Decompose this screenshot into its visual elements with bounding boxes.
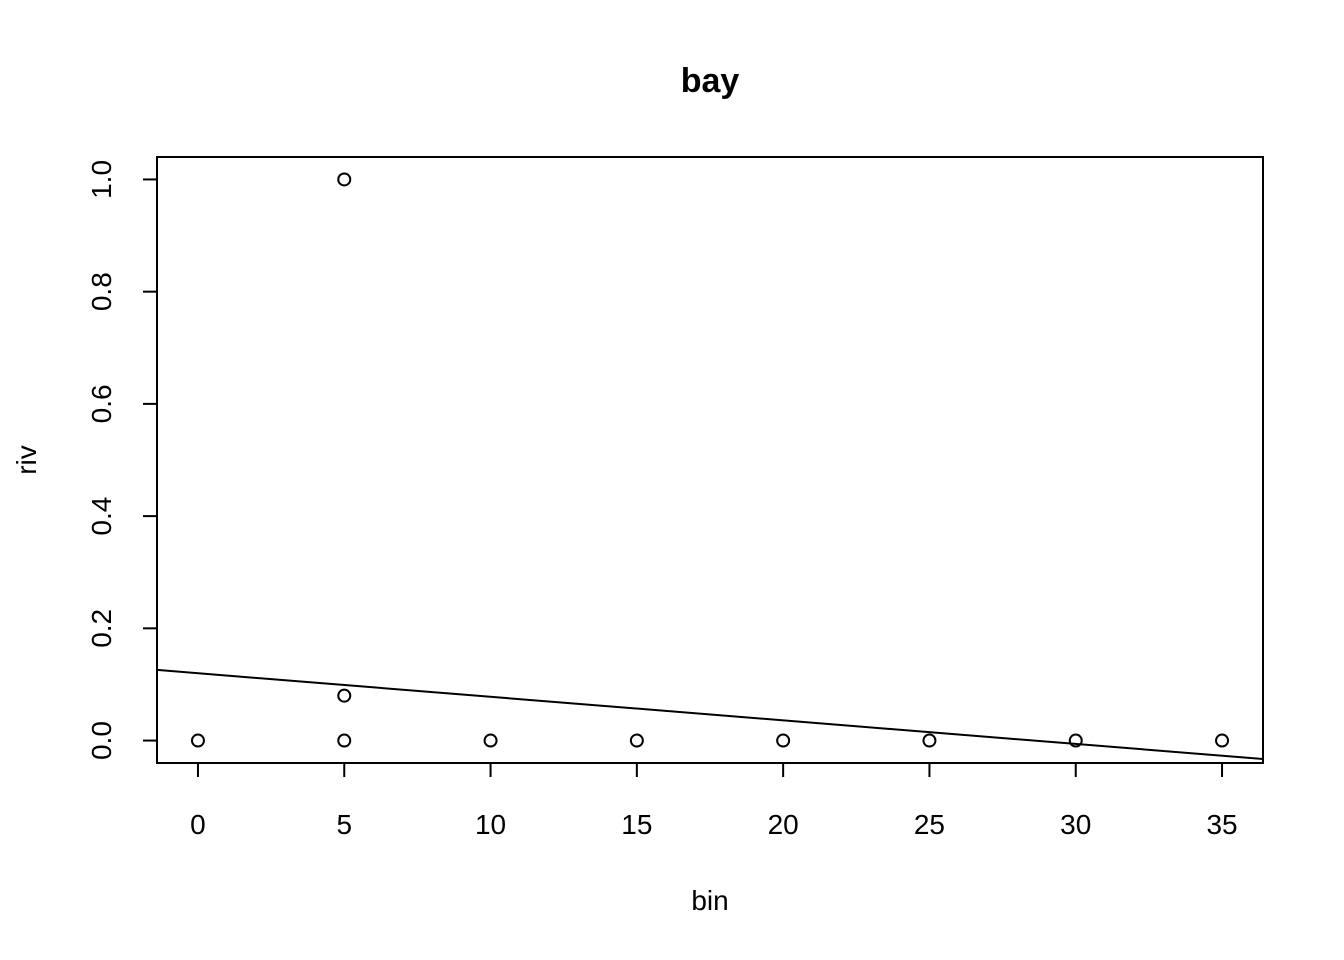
x-tick-label: 10 — [475, 809, 506, 840]
x-tick-label: 0 — [190, 809, 206, 840]
data-point — [629, 733, 644, 748]
data-point — [922, 733, 937, 748]
data-point — [337, 172, 352, 187]
data-point — [1215, 733, 1230, 748]
data-point — [776, 733, 791, 748]
plot-area — [157, 172, 1263, 761]
data-point — [190, 733, 205, 748]
y-axis-label: riv — [11, 445, 42, 475]
y-tick-label: 0.4 — [86, 497, 117, 536]
chart-title: bay — [681, 62, 740, 100]
y-axis: 0.0 0.2 0.4 0.6 0.8 1.0 — [86, 160, 158, 760]
data-point — [483, 733, 498, 748]
y-tick-label: 0.2 — [86, 609, 117, 648]
x-tick-label: 35 — [1206, 809, 1237, 840]
x-tick-label: 15 — [621, 809, 652, 840]
x-axis-label: bin — [691, 885, 728, 916]
y-tick-label: 0.6 — [86, 384, 117, 423]
y-tick-label: 0.8 — [86, 272, 117, 311]
data-point — [1068, 733, 1083, 748]
x-tick-label: 30 — [1060, 809, 1091, 840]
x-tick-label: 5 — [336, 809, 352, 840]
x-tick-label: 25 — [914, 809, 945, 840]
y-tick-label: 0.0 — [86, 721, 117, 760]
plot-frame — [156, 156, 1264, 764]
x-tick-label: 20 — [768, 809, 799, 840]
x-axis: 0 5 10 15 20 25 30 35 — [190, 762, 1238, 840]
data-point — [337, 733, 352, 748]
y-tick-label: 1.0 — [86, 160, 117, 199]
data-point — [337, 688, 352, 703]
fit-line — [157, 668, 1263, 761]
